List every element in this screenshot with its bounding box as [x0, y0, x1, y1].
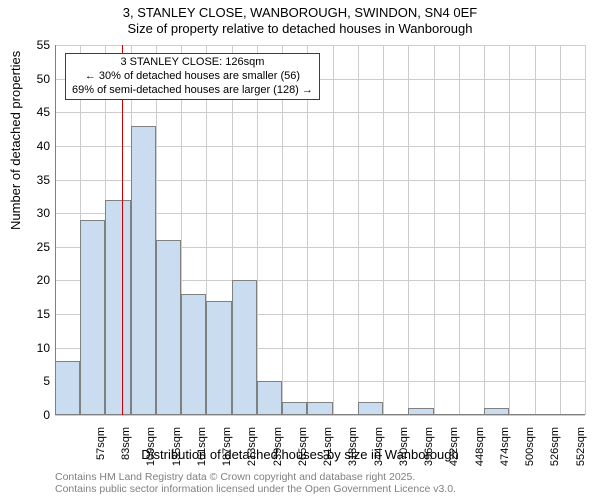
histogram-bar — [156, 240, 181, 415]
y-tick-label: 5 — [20, 374, 50, 388]
x-axis-line — [55, 414, 585, 415]
y-tick-label: 45 — [20, 105, 50, 119]
y-tick-label: 50 — [20, 72, 50, 86]
histogram-bar — [181, 294, 206, 415]
y-tick-label: 25 — [20, 240, 50, 254]
callout-box: 3 STANLEY CLOSE: 126sqm← 30% of detached… — [65, 53, 320, 100]
grid-line — [509, 45, 510, 415]
grid-line — [560, 45, 561, 415]
histogram-bar — [80, 220, 105, 415]
attribution-line-2: Contains public sector information licen… — [55, 483, 456, 496]
histogram-bar — [131, 126, 156, 415]
grid-line — [358, 45, 359, 415]
callout-line: 69% of semi-detached houses are larger (… — [72, 84, 313, 98]
callout-line: ← 30% of detached houses are smaller (56… — [72, 70, 313, 84]
grid-line — [55, 415, 585, 416]
histogram-bar — [232, 280, 257, 415]
y-tick-label: 40 — [20, 139, 50, 153]
grid-line — [408, 45, 409, 415]
histogram-bar — [257, 381, 282, 415]
grid-line — [307, 45, 308, 415]
y-tick-label: 10 — [20, 341, 50, 355]
y-axis-line — [55, 45, 56, 415]
grid-line — [282, 45, 283, 415]
y-tick-label: 55 — [20, 38, 50, 52]
grid-line — [55, 112, 585, 113]
y-tick-label: 15 — [20, 307, 50, 321]
title-block: 3, STANLEY CLOSE, WANBOROUGH, SWINDON, S… — [0, 0, 600, 36]
histogram-bar — [105, 200, 130, 415]
y-tick-label: 20 — [20, 273, 50, 287]
x-axis-label: Distribution of detached houses by size … — [0, 447, 600, 462]
histogram-bar — [282, 402, 307, 415]
title-line-1: 3, STANLEY CLOSE, WANBOROUGH, SWINDON, S… — [0, 5, 600, 21]
chart-container: 3, STANLEY CLOSE, WANBOROUGH, SWINDON, S… — [0, 0, 600, 500]
callout-line: 3 STANLEY CLOSE: 126sqm — [72, 56, 313, 70]
histogram-bar — [55, 361, 80, 415]
histogram-bar — [206, 301, 231, 415]
marker-line — [122, 45, 123, 415]
grid-line — [257, 45, 258, 415]
grid-line — [55, 45, 585, 46]
plot-area: 051015202530354045505557sqm83sqm109sqm13… — [55, 45, 585, 415]
grid-line — [383, 45, 384, 415]
attribution-line-1: Contains HM Land Registry data © Crown c… — [55, 471, 456, 484]
y-tick-label: 30 — [20, 206, 50, 220]
histogram-bar — [358, 402, 383, 415]
grid-line — [434, 45, 435, 415]
title-line-2: Size of property relative to detached ho… — [0, 21, 600, 37]
y-tick-label: 35 — [20, 173, 50, 187]
grid-line — [333, 45, 334, 415]
grid-line — [535, 45, 536, 415]
grid-line — [484, 45, 485, 415]
y-tick-label: 0 — [20, 408, 50, 422]
grid-line — [459, 45, 460, 415]
histogram-bar — [307, 402, 332, 415]
attribution: Contains HM Land Registry data © Crown c… — [55, 471, 456, 496]
grid-line — [585, 45, 586, 415]
